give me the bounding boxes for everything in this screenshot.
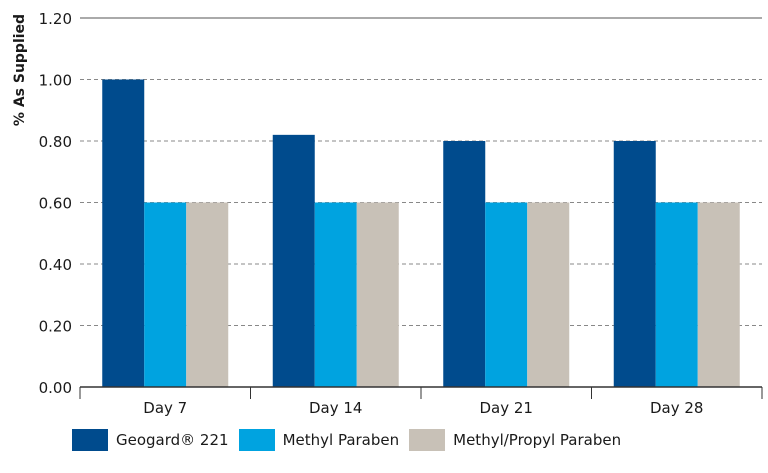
x-tick-label: Day 21 bbox=[480, 399, 533, 417]
legend: Geogard® 221 Methyl Paraben Methyl/Propy… bbox=[72, 427, 631, 453]
x-axis: Day 7 Day 14 Day 21 Day 28 bbox=[79, 386, 763, 417]
legend-label-methyl-paraben: Methyl Paraben bbox=[282, 431, 400, 449]
bar bbox=[356, 202, 399, 387]
y-tick-label: 0.00 bbox=[39, 379, 72, 397]
y-tick-label: 0.60 bbox=[39, 195, 72, 213]
bar bbox=[613, 141, 656, 387]
bar bbox=[443, 141, 486, 387]
legend-item-geogard: Geogard® 221 bbox=[72, 429, 229, 451]
bar bbox=[272, 134, 315, 387]
bar bbox=[186, 202, 229, 387]
bar bbox=[655, 202, 698, 387]
legend-swatch-geogard bbox=[72, 429, 108, 451]
legend-swatch-methyl-paraben bbox=[238, 429, 275, 451]
x-tick-label: Day 14 bbox=[309, 399, 362, 417]
x-tick-label: Day 28 bbox=[650, 399, 703, 417]
legend-label-geogard: Geogard® 221 bbox=[116, 431, 229, 449]
y-tick-label: 1.00 bbox=[39, 72, 72, 90]
y-tick-label: 0.40 bbox=[39, 256, 72, 274]
y-tick-label: 0.80 bbox=[39, 133, 72, 151]
bar bbox=[697, 202, 740, 387]
y-axis-label: % As Supplied bbox=[12, 14, 28, 126]
bar bbox=[102, 79, 145, 387]
legend-item-methyl-paraben: Methyl Paraben bbox=[238, 429, 400, 451]
y-tick-label: 1.20 bbox=[39, 10, 72, 28]
bar bbox=[144, 202, 187, 387]
bar-chart: 0.00 0.20 0.40 0.60 0.80 1.00 1.20 Day 7 Day 14… bbox=[12, 10, 763, 417]
y-axis-ticks: 0.00 0.20 0.40 0.60 0.80 1.00 1.20 bbox=[39, 10, 72, 397]
y-tick-label: 0.20 bbox=[39, 318, 72, 336]
legend-label-methyl-propyl-paraben: Methyl/Propyl Paraben bbox=[453, 431, 622, 449]
x-tick-label: Day 7 bbox=[143, 399, 187, 417]
bars bbox=[102, 79, 740, 387]
bar bbox=[485, 202, 528, 387]
bar bbox=[527, 202, 570, 387]
legend-item-methyl-propyl-paraben: Methyl/Propyl Paraben bbox=[409, 429, 621, 451]
bar bbox=[314, 202, 357, 387]
legend-swatch-methyl-propyl-paraben bbox=[409, 429, 446, 451]
